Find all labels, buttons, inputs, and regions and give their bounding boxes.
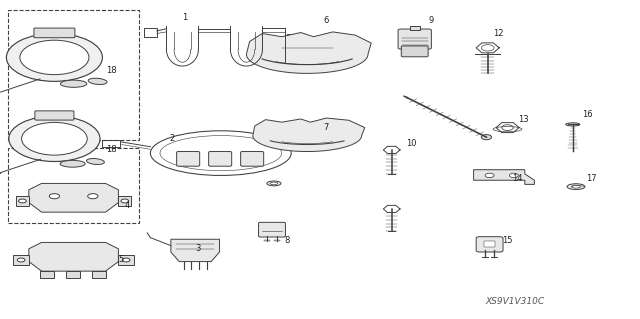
Bar xyxy=(287,34,301,40)
Circle shape xyxy=(481,135,492,140)
Bar xyxy=(264,240,270,241)
Bar xyxy=(102,140,120,147)
Text: 7: 7 xyxy=(323,123,328,132)
Ellipse shape xyxy=(60,160,85,167)
FancyBboxPatch shape xyxy=(209,152,232,166)
FancyBboxPatch shape xyxy=(35,111,74,120)
Ellipse shape xyxy=(567,184,585,189)
Bar xyxy=(8,148,139,223)
Text: 12: 12 xyxy=(493,29,503,38)
Circle shape xyxy=(22,122,87,155)
Text: 6: 6 xyxy=(323,16,328,25)
Polygon shape xyxy=(171,239,220,262)
Circle shape xyxy=(20,40,89,75)
Circle shape xyxy=(9,116,100,161)
Ellipse shape xyxy=(88,78,107,85)
Text: 5: 5 xyxy=(118,256,124,264)
Ellipse shape xyxy=(566,123,580,126)
Polygon shape xyxy=(29,242,118,271)
Polygon shape xyxy=(13,255,29,265)
Circle shape xyxy=(481,45,494,51)
Ellipse shape xyxy=(60,80,87,87)
Bar xyxy=(287,53,301,59)
FancyBboxPatch shape xyxy=(401,46,428,57)
Polygon shape xyxy=(118,255,134,265)
Text: 9: 9 xyxy=(429,16,434,25)
FancyBboxPatch shape xyxy=(241,152,264,166)
Polygon shape xyxy=(474,170,534,184)
Polygon shape xyxy=(253,118,365,152)
Circle shape xyxy=(49,194,60,199)
Polygon shape xyxy=(118,196,131,206)
Text: 2: 2 xyxy=(170,134,175,143)
Text: 13: 13 xyxy=(518,115,529,124)
Bar xyxy=(287,44,301,49)
Text: 16: 16 xyxy=(582,110,593,119)
FancyBboxPatch shape xyxy=(34,28,75,38)
Circle shape xyxy=(502,125,513,130)
Bar xyxy=(8,10,139,140)
Circle shape xyxy=(17,258,25,262)
Text: 14: 14 xyxy=(512,174,522,183)
FancyBboxPatch shape xyxy=(398,29,431,49)
Circle shape xyxy=(121,199,129,203)
Circle shape xyxy=(122,258,130,262)
Bar xyxy=(144,28,157,37)
Circle shape xyxy=(509,173,518,178)
Text: 1: 1 xyxy=(182,13,188,22)
Polygon shape xyxy=(29,183,118,212)
Bar xyxy=(484,241,495,247)
Circle shape xyxy=(485,173,494,178)
Ellipse shape xyxy=(86,159,104,165)
Bar xyxy=(66,271,80,278)
Bar xyxy=(410,26,420,30)
Circle shape xyxy=(88,194,98,199)
Text: 8: 8 xyxy=(285,236,290,245)
Polygon shape xyxy=(16,196,29,206)
Ellipse shape xyxy=(572,185,580,188)
Bar xyxy=(274,240,280,241)
Text: 18: 18 xyxy=(106,66,116,75)
Text: 15: 15 xyxy=(502,236,513,245)
FancyBboxPatch shape xyxy=(259,222,285,237)
Bar xyxy=(92,271,106,278)
Bar xyxy=(40,271,54,278)
Text: 18: 18 xyxy=(106,145,116,154)
Circle shape xyxy=(6,33,102,81)
Text: 10: 10 xyxy=(406,139,417,148)
Text: 3: 3 xyxy=(195,244,200,253)
FancyBboxPatch shape xyxy=(177,152,200,166)
Ellipse shape xyxy=(270,182,278,185)
Ellipse shape xyxy=(267,181,281,186)
Polygon shape xyxy=(246,32,371,73)
FancyBboxPatch shape xyxy=(476,237,503,252)
Circle shape xyxy=(19,199,26,203)
Text: XS9V1V310C: XS9V1V310C xyxy=(486,297,545,306)
Text: 17: 17 xyxy=(586,174,596,183)
Text: 4: 4 xyxy=(125,201,130,210)
